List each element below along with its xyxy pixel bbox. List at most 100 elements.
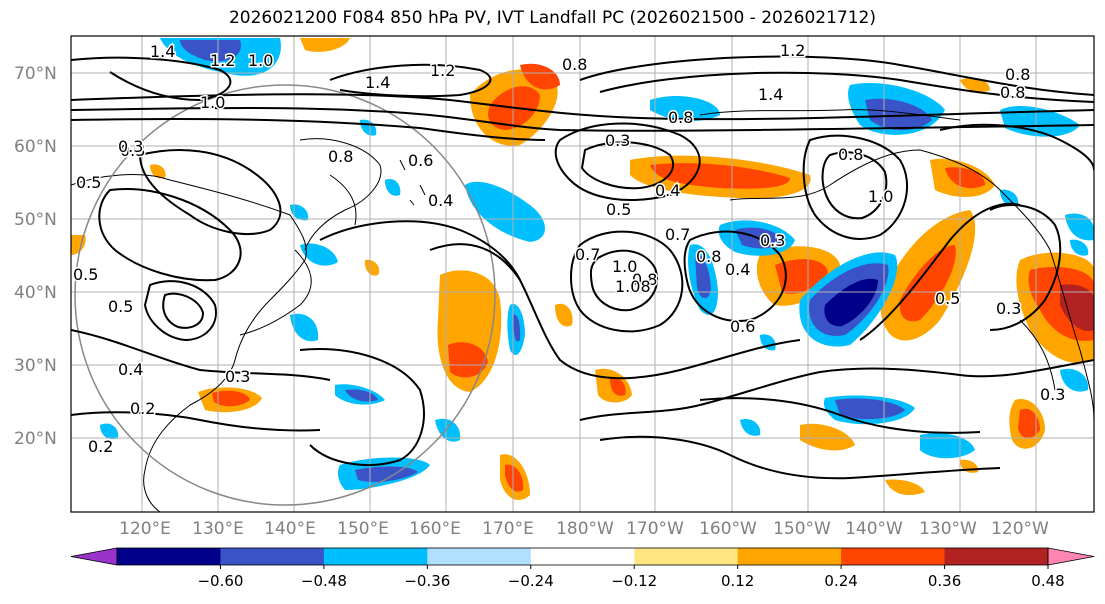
positive-anomaly [650, 163, 790, 189]
colorbar-cell [220, 548, 325, 565]
ivt-shading [71, 38, 1094, 500]
positive-anomaly [448, 342, 488, 378]
positive-anomaly [800, 423, 855, 451]
negative-anomaly [1065, 213, 1094, 241]
lon-label: 120°W [991, 519, 1049, 539]
contour-label: 0.4 [428, 191, 453, 210]
negative-anomaly [835, 398, 905, 420]
contour-label: 0.8 [632, 270, 657, 289]
colorbar-cell [944, 548, 1049, 565]
lat-label: 60°N [14, 137, 57, 157]
negative-anomaly [290, 313, 319, 342]
negative-anomaly [513, 314, 521, 342]
negative-anomaly [355, 466, 418, 483]
negative-anomaly [385, 179, 401, 196]
lat-label: 30°N [14, 356, 57, 376]
colorbar-extend-low [70, 547, 118, 566]
positive-anomaly [1060, 284, 1094, 331]
colorbar-tick-label: −0.36 [404, 572, 450, 590]
negative-anomaly [824, 278, 878, 327]
contour-label: 0.3 [225, 367, 250, 386]
contour-label: 1.2 [430, 61, 455, 80]
negative-anomaly [100, 423, 119, 440]
colorbar-tick-label: 0.12 [721, 572, 754, 590]
contour-label: 1.0 [868, 187, 893, 206]
lon-label: 170°E [482, 519, 534, 539]
contour-label: 0.8 [328, 147, 353, 166]
colorbar-cell [841, 548, 946, 565]
positive-anomaly [505, 464, 524, 492]
contour-label: 0.3 [605, 131, 630, 150]
negative-anomaly [435, 418, 461, 442]
contour-label: 1.4 [758, 85, 783, 104]
lat-label: 20°N [14, 429, 57, 449]
lat-label: 50°N [14, 210, 57, 230]
lat-label: 40°N [14, 283, 57, 303]
contour-label: 0.7 [665, 225, 690, 244]
colorbar-cell [117, 548, 221, 565]
colorbar-frame [116, 547, 1049, 566]
contour-label: 0.7 [575, 245, 600, 264]
contour-label: 0.3 [996, 299, 1021, 318]
positive-anomaly [899, 245, 956, 322]
lon-label: 140°E [264, 519, 316, 539]
negative-anomaly [180, 40, 241, 62]
colorbar-extend-high [1047, 547, 1095, 566]
contour-label: 0.8 [1005, 65, 1030, 84]
positive-anomaly [212, 390, 250, 407]
positive-anomaly [960, 78, 990, 93]
positive-anomaly [945, 167, 985, 189]
positive-anomaly [885, 479, 925, 496]
negative-anomaly [1060, 368, 1089, 392]
negative-anomaly [290, 204, 309, 221]
colorbar: −0.60 −0.48 −0.36 −0.24 −0.12 0.12 0.24 0.36 0.4… [70, 547, 1095, 590]
negative-anomaly [865, 98, 932, 131]
contour-label: 0.5 [606, 200, 631, 219]
negative-anomaly [1000, 105, 1080, 137]
negative-anomaly [695, 254, 711, 299]
negative-anomaly [300, 243, 338, 266]
positive-anomaly [300, 38, 350, 52]
colorbar-cell [530, 548, 635, 565]
lon-label: 120°E [119, 519, 171, 539]
map-frame [70, 35, 1095, 513]
lon-label: 140°W [845, 519, 903, 539]
positive-anomaly [1018, 408, 1040, 439]
negative-anomaly [740, 419, 761, 436]
contour-label: 1.0 [200, 93, 225, 112]
contour-label: 0.8 [696, 247, 721, 266]
contour-label: 0.2 [130, 399, 155, 418]
coastlines [71, 109, 1094, 512]
colorbar-tick-label: 0.48 [1031, 572, 1064, 590]
contour-label: 1.0 [612, 257, 637, 276]
lon-label: 180°W [556, 519, 614, 539]
contour-label: 0.3 [760, 231, 785, 250]
negative-anomaly [1070, 239, 1089, 256]
contour-labels: 1.4 1.2 1.0 1.0 0.8 1.2 1.2 1.4 1.4 0.8 … [72, 40, 1067, 458]
lon-label: 160°W [699, 519, 757, 539]
colorbar-tick-label: −0.48 [301, 572, 347, 590]
map-area: 1.4 1.2 1.0 1.0 0.8 1.2 1.2 1.4 1.4 0.8 … [71, 36, 1094, 512]
positive-anomaly [364, 259, 380, 276]
lon-label: 150°E [337, 519, 389, 539]
contour-label: 0.4 [655, 181, 680, 200]
contour-label: 1.4 [365, 73, 390, 92]
graticule [71, 36, 1094, 512]
pv-contours [71, 55, 1094, 480]
contour-label: 0.3 [118, 137, 143, 156]
negative-anomaly [465, 181, 545, 242]
contour-label: 1.0 [248, 51, 273, 70]
colorbar-cell [427, 548, 532, 565]
contour-label: 0.8 [668, 108, 693, 127]
colorbar-tick-label: 0.36 [928, 572, 961, 590]
contour-label: 0.8 [1000, 83, 1025, 102]
colorbar-tick-label: −0.12 [611, 572, 657, 590]
contour-label: 1.2 [780, 41, 805, 60]
contour-label: 0.5 [73, 265, 98, 284]
lon-label: 150°W [773, 519, 831, 539]
colorbar-cell [634, 548, 739, 565]
colorbar-cell [323, 548, 428, 565]
colorbar-cell [737, 548, 842, 565]
contour-label: 0.4 [725, 260, 750, 279]
